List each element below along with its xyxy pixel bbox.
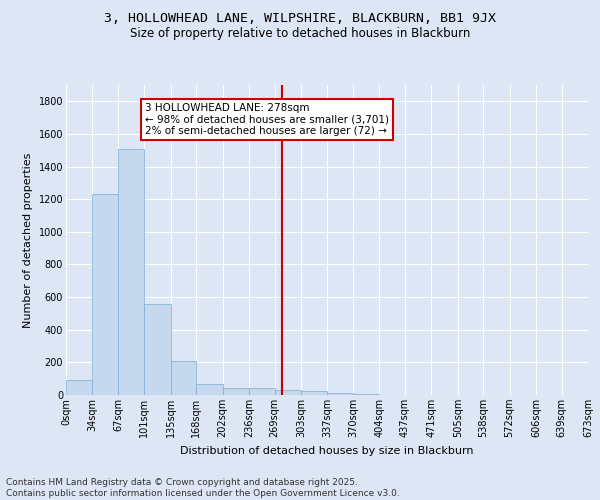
Bar bbox=[66, 380, 92, 395]
Bar bbox=[92, 194, 118, 395]
Bar bbox=[118, 148, 145, 395]
Y-axis label: Number of detached properties: Number of detached properties bbox=[23, 152, 33, 328]
Bar bbox=[196, 384, 223, 395]
Text: 3 HOLLOWHEAD LANE: 278sqm
← 98% of detached houses are smaller (3,701)
2% of sem: 3 HOLLOWHEAD LANE: 278sqm ← 98% of detac… bbox=[145, 103, 389, 136]
Bar bbox=[249, 388, 275, 395]
Bar bbox=[145, 304, 171, 395]
Bar bbox=[275, 390, 301, 395]
Bar bbox=[171, 360, 196, 395]
Bar bbox=[328, 392, 353, 395]
Text: Size of property relative to detached houses in Blackburn: Size of property relative to detached ho… bbox=[130, 28, 470, 40]
X-axis label: Distribution of detached houses by size in Blackburn: Distribution of detached houses by size … bbox=[180, 446, 474, 456]
Text: 3, HOLLOWHEAD LANE, WILPSHIRE, BLACKBURN, BB1 9JX: 3, HOLLOWHEAD LANE, WILPSHIRE, BLACKBURN… bbox=[104, 12, 496, 26]
Bar bbox=[223, 388, 249, 395]
Bar bbox=[301, 391, 328, 395]
Text: Contains HM Land Registry data © Crown copyright and database right 2025.
Contai: Contains HM Land Registry data © Crown c… bbox=[6, 478, 400, 498]
Bar bbox=[353, 394, 379, 395]
